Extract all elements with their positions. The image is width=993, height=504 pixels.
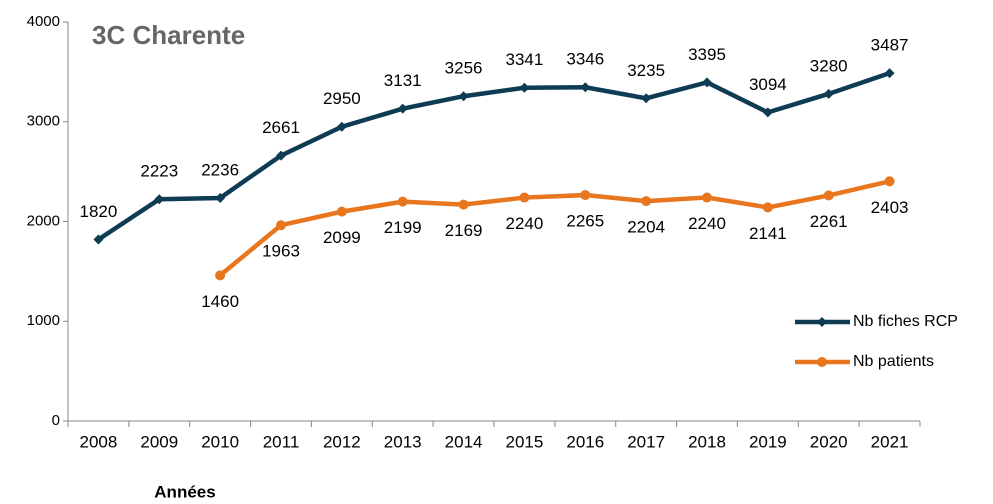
x-tick-label: 2014	[445, 432, 483, 451]
data-label: 1963	[262, 242, 300, 261]
chart-title: 3C Charente	[92, 20, 245, 50]
x-tick-label: 2017	[627, 432, 665, 451]
data-label: 3341	[506, 50, 544, 69]
data-label: 2169	[445, 221, 483, 240]
data-point	[823, 88, 834, 99]
data-point	[215, 192, 226, 203]
data-label: 3094	[749, 75, 787, 94]
x-tick-label: 2020	[810, 432, 848, 451]
data-label: 1460	[201, 292, 239, 311]
data-point	[336, 206, 347, 217]
data-label: 3280	[810, 56, 848, 75]
data-point	[397, 196, 408, 207]
data-point	[458, 91, 469, 102]
x-tick-label: 2012	[323, 432, 361, 451]
data-point	[397, 103, 408, 114]
legend-label: Nb fiches RCP	[853, 313, 958, 330]
data-point	[762, 107, 773, 118]
data-point	[519, 192, 530, 203]
data-label: 3235	[627, 61, 665, 80]
data-point	[580, 190, 591, 201]
legend-marker	[817, 357, 827, 367]
data-point	[762, 202, 773, 213]
data-label: 2265	[566, 212, 604, 231]
series-line	[97, 71, 891, 242]
data-label: 3256	[445, 59, 483, 78]
data-label: 2950	[323, 89, 361, 108]
data-label: 1820	[80, 202, 118, 221]
data-point	[702, 77, 712, 88]
data-point	[154, 194, 165, 205]
x-axis-label: Années	[154, 482, 215, 501]
data-point	[276, 220, 286, 231]
data-point	[215, 270, 226, 281]
data-label: 2240	[688, 214, 726, 233]
data-point	[276, 150, 286, 161]
data-label: 2204	[627, 218, 665, 237]
x-tick-label: 2010	[201, 432, 239, 451]
x-tick-label: 2008	[80, 432, 118, 451]
data-label: 3487	[871, 36, 909, 55]
data-label: 2099	[323, 228, 361, 247]
data-label: 2403	[871, 198, 909, 217]
x-tick-label: 2011	[263, 432, 300, 451]
y-tick-label: 3000	[27, 113, 60, 130]
x-tick-label: 2015	[506, 432, 544, 451]
data-point	[519, 82, 530, 93]
data-point	[884, 68, 895, 79]
data-label: 2236	[201, 160, 239, 179]
data-label: 3346	[566, 50, 604, 69]
data-label: 2240	[506, 214, 544, 233]
x-tick-label: 2018	[688, 432, 726, 451]
data-label: 2199	[384, 218, 422, 237]
y-tick-label: 2000	[27, 212, 60, 229]
y-tick-label: 4000	[27, 13, 60, 30]
data-point	[823, 190, 834, 201]
x-tick-label: 2019	[749, 432, 787, 451]
x-tick-label: 2009	[140, 432, 178, 451]
data-point	[641, 196, 652, 207]
data-label: 3131	[384, 71, 422, 90]
x-tick-label: 2016	[566, 432, 604, 451]
legend-label: Nb patients	[853, 353, 934, 370]
y-tick-label: 1000	[27, 312, 60, 329]
data-point	[336, 121, 347, 132]
data-point	[580, 82, 591, 93]
data-label: 3395	[688, 45, 726, 64]
data-label: 2261	[810, 212, 848, 231]
data-point	[702, 192, 712, 203]
data-label: 2223	[140, 162, 178, 181]
x-tick-label: 2013	[384, 432, 422, 451]
x-tick-label: 2021	[871, 432, 909, 451]
data-point	[458, 199, 469, 210]
data-label: 2141	[749, 224, 787, 243]
data-point	[641, 93, 652, 104]
y-tick-label: 0	[52, 412, 60, 429]
data-label: 2661	[262, 118, 300, 137]
legend-marker	[817, 317, 827, 327]
data-point	[884, 176, 895, 187]
series-line	[218, 179, 891, 278]
data-point	[93, 234, 104, 245]
